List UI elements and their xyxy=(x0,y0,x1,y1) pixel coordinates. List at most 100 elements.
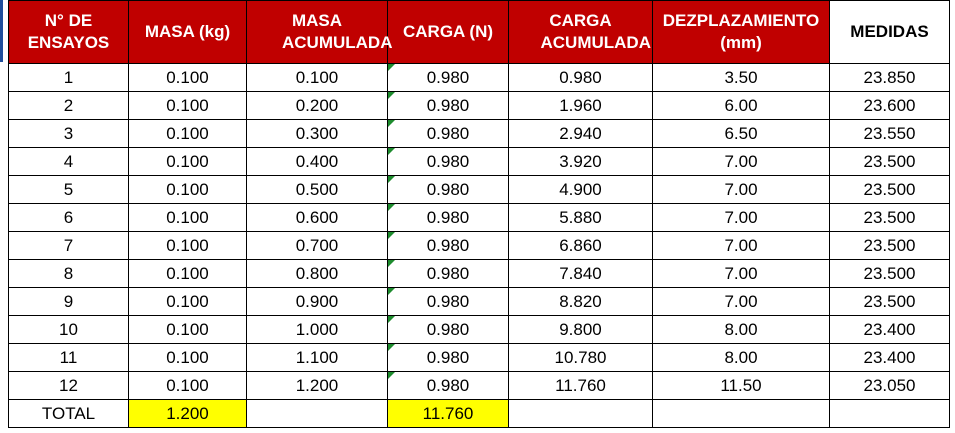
cell-ensayo[interactable]: 5 xyxy=(8,175,129,204)
cell-masa-acumulada[interactable]: 0.300 xyxy=(246,119,388,148)
cell-carga-acumulada[interactable]: 5.880 xyxy=(508,203,653,232)
cell-carga-acumulada[interactable]: 2.940 xyxy=(508,119,653,148)
cell-carga[interactable]: 0.980 xyxy=(387,175,509,204)
cell-carga-acumulada[interactable]: 11.760 xyxy=(508,371,653,400)
cell-medidas[interactable]: 23.500 xyxy=(829,203,950,232)
cell-desplazamiento[interactable]: 6.00 xyxy=(652,91,830,120)
cell-carga-acumulada[interactable]: 6.860 xyxy=(508,231,653,260)
cell-medidas[interactable]: 23.400 xyxy=(829,343,950,372)
total-label[interactable]: TOTAL xyxy=(8,399,129,428)
cell-ensayo[interactable]: 4 xyxy=(8,147,129,176)
cell-medidas[interactable]: 23.500 xyxy=(829,231,950,260)
cell-ensayo[interactable]: 2 xyxy=(8,91,129,120)
cell-carga[interactable]: 0.980 xyxy=(387,203,509,232)
cell-masa[interactable]: 0.100 xyxy=(128,287,247,316)
cell-masa-acumulada[interactable]: 0.100 xyxy=(246,63,388,92)
cell-desplazamiento[interactable]: 7.00 xyxy=(652,203,830,232)
cell-masa[interactable]: 0.100 xyxy=(128,175,247,204)
total-medidas[interactable] xyxy=(829,399,950,428)
cell-masa-acumulada[interactable]: 0.200 xyxy=(246,91,388,120)
total-carga-acumulada[interactable] xyxy=(508,399,653,428)
header-carga-acumulada[interactable]: CARGA ACUMULADA xyxy=(508,0,653,64)
total-desplazamiento[interactable] xyxy=(652,399,830,428)
cell-masa[interactable]: 0.100 xyxy=(128,63,247,92)
cell-carga-acumulada[interactable]: 9.800 xyxy=(508,315,653,344)
cell-carga-acumulada[interactable]: 8.820 xyxy=(508,287,653,316)
header-masa-acumulada[interactable]: MASA ACUMULADA xyxy=(246,0,392,64)
cell-carga[interactable]: 0.980 xyxy=(387,91,509,120)
cell-carga[interactable]: 0.980 xyxy=(387,371,509,400)
cell-masa[interactable]: 0.100 xyxy=(128,371,247,400)
cell-desplazamiento[interactable]: 7.00 xyxy=(652,175,830,204)
total-masa[interactable]: 1.200 xyxy=(128,399,247,428)
cell-masa-acumulada[interactable]: 0.800 xyxy=(246,259,388,288)
cell-masa-acumulada[interactable]: 1.000 xyxy=(246,315,388,344)
cell-ensayo[interactable]: 9 xyxy=(8,287,129,316)
cell-medidas[interactable]: 23.050 xyxy=(829,371,950,400)
cell-masa-acumulada[interactable]: 0.700 xyxy=(246,231,388,260)
cell-ensayo[interactable]: 10 xyxy=(8,315,129,344)
cell-carga[interactable]: 0.980 xyxy=(387,343,509,372)
cell-medidas[interactable]: 23.500 xyxy=(829,287,950,316)
cell-masa[interactable]: 0.100 xyxy=(128,119,247,148)
cell-masa[interactable]: 0.100 xyxy=(128,315,247,344)
cell-masa-acumulada[interactable]: 0.600 xyxy=(246,203,388,232)
cell-desplazamiento[interactable]: 6.50 xyxy=(652,119,830,148)
cell-medidas[interactable]: 23.400 xyxy=(829,315,950,344)
cell-carga[interactable]: 0.980 xyxy=(387,231,509,260)
table-row: 6 0.100 0.600 0.980 5.880 7.00 23.500 xyxy=(8,203,950,232)
cell-masa[interactable]: 0.100 xyxy=(128,231,247,260)
total-masa-acumulada[interactable] xyxy=(246,399,388,428)
cell-masa-acumulada[interactable]: 1.100 xyxy=(246,343,388,372)
cell-carga-acumulada[interactable]: 3.920 xyxy=(508,147,653,176)
header-masa[interactable]: MASA (kg) xyxy=(128,0,247,64)
cell-carga-acumulada[interactable]: 10.780 xyxy=(508,343,653,372)
cell-ensayo[interactable]: 3 xyxy=(8,119,129,148)
cell-ensayo[interactable]: 7 xyxy=(8,231,129,260)
cell-desplazamiento[interactable]: 8.00 xyxy=(652,343,830,372)
cell-desplazamiento[interactable]: 7.00 xyxy=(652,287,830,316)
cell-masa-acumulada[interactable]: 0.400 xyxy=(246,147,388,176)
cell-ensayo[interactable]: 1 xyxy=(8,63,129,92)
cell-ensayo[interactable]: 6 xyxy=(8,203,129,232)
cell-carga-acumulada[interactable]: 4.900 xyxy=(508,175,653,204)
cell-carga-acumulada[interactable]: 1.960 xyxy=(508,91,653,120)
cell-desplazamiento[interactable]: 3.50 xyxy=(652,63,830,92)
cell-masa-acumulada[interactable]: 1.200 xyxy=(246,371,388,400)
cell-masa-acumulada[interactable]: 0.900 xyxy=(246,287,388,316)
cell-ensayo[interactable]: 11 xyxy=(8,343,129,372)
cell-desplazamiento[interactable]: 7.00 xyxy=(652,147,830,176)
header-desplazamiento[interactable]: DEZPLAZAMIENTO (mm) xyxy=(652,0,830,64)
cell-carga-acumulada[interactable]: 7.840 xyxy=(508,259,653,288)
cell-carga[interactable]: 0.980 xyxy=(387,315,509,344)
cell-carga[interactable]: 0.980 xyxy=(387,147,509,176)
cell-ensayo[interactable]: 8 xyxy=(8,259,129,288)
cell-masa[interactable]: 0.100 xyxy=(128,147,247,176)
cell-desplazamiento[interactable]: 7.00 xyxy=(652,231,830,260)
cell-masa[interactable]: 0.100 xyxy=(128,91,247,120)
cell-medidas[interactable]: 23.500 xyxy=(829,259,950,288)
cell-masa[interactable]: 0.100 xyxy=(128,259,247,288)
cell-ensayo[interactable]: 12 xyxy=(8,371,129,400)
cell-masa-acumulada[interactable]: 0.500 xyxy=(246,175,388,204)
cell-desplazamiento[interactable]: 8.00 xyxy=(652,315,830,344)
cell-carga[interactable]: 0.980 xyxy=(387,287,509,316)
header-carga[interactable]: CARGA (N) xyxy=(387,0,509,64)
cell-medidas[interactable]: 23.550 xyxy=(829,119,950,148)
header-ensayos[interactable]: N° DE ENSAYOS xyxy=(8,0,129,64)
total-carga[interactable]: 11.760 xyxy=(387,399,509,428)
cell-medidas[interactable]: 23.850 xyxy=(829,63,950,92)
header-medidas[interactable]: MEDIDAS xyxy=(829,0,950,64)
cell-carga[interactable]: 0.980 xyxy=(387,119,509,148)
total-row: TOTAL 1.200 11.760 xyxy=(8,399,950,428)
cell-masa[interactable]: 0.100 xyxy=(128,203,247,232)
cell-medidas[interactable]: 23.600 xyxy=(829,91,950,120)
cell-carga[interactable]: 0.980 xyxy=(387,259,509,288)
cell-medidas[interactable]: 23.500 xyxy=(829,175,950,204)
cell-desplazamiento[interactable]: 11.50 xyxy=(652,371,830,400)
cell-carga-acumulada[interactable]: 0.980 xyxy=(508,63,653,92)
cell-masa[interactable]: 0.100 xyxy=(128,343,247,372)
cell-carga[interactable]: 0.980 xyxy=(387,63,509,92)
cell-desplazamiento[interactable]: 7.00 xyxy=(652,259,830,288)
cell-medidas[interactable]: 23.500 xyxy=(829,147,950,176)
